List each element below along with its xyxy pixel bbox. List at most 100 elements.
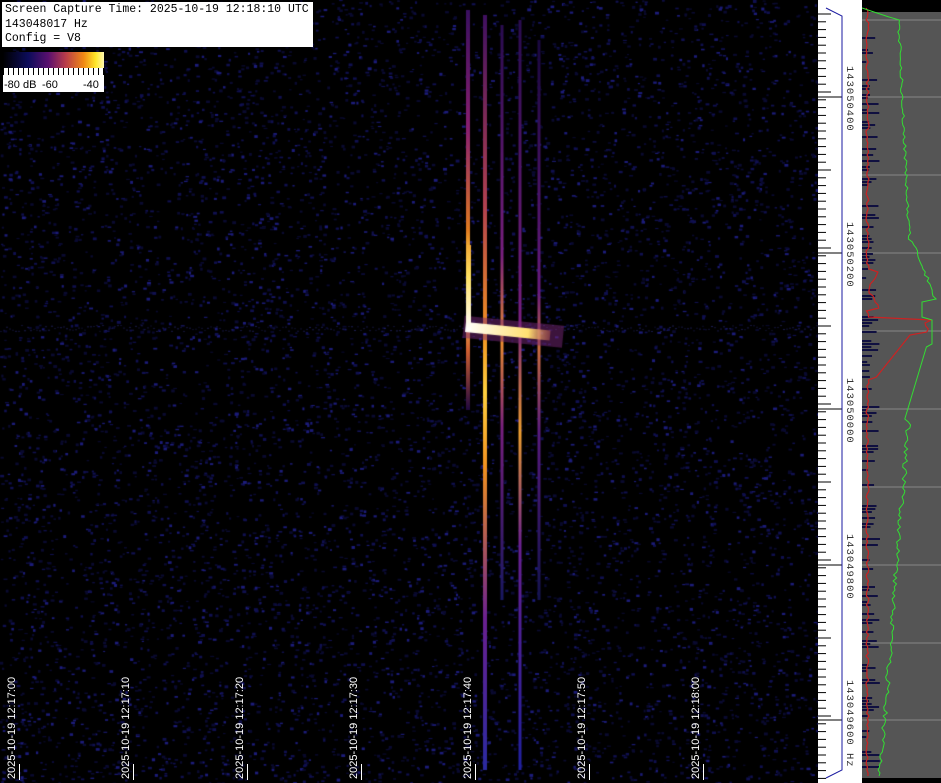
noise-bar [862,253,873,255]
noise-bar [862,343,880,345]
frequency-label: 143050400 [843,66,855,132]
noise-bar [862,751,872,753]
noise-bar [862,235,870,237]
noise-bar [862,460,875,462]
noise-bar [862,670,868,672]
noise-bar [862,706,880,708]
time-label: 2025-10-19 12:17:50 [576,676,588,779]
noise-bar [862,148,877,150]
capture-time: Screen Capture Time: 2025-10-19 12:18:10… [5,3,309,16]
noise-bar [862,376,870,378]
noise-bar [862,112,880,114]
noise-bar [862,700,870,702]
noise-bar [862,160,880,162]
noise-bar [862,184,869,186]
spectrum-background [862,0,941,783]
noise-bar [862,238,872,240]
noise-bar [862,406,880,408]
noise-bar [862,646,879,648]
noise-bar [862,430,879,432]
frequency-axis[interactable]: 143050400 143050200 143050000 143049800 … [818,0,862,783]
time-tick [247,764,248,780]
noise-bar [862,268,869,270]
noise-bar [862,538,880,540]
noise-bar [862,760,880,762]
noise-bar [862,412,877,414]
noise-bar [862,664,869,666]
noise-bar [862,97,868,99]
noise-bar [862,61,867,63]
colorbar-ticks [3,68,104,75]
frequency-label: 143050200 [843,222,855,288]
spectrum-top-bar [862,0,941,12]
time-tick [133,764,134,780]
noise-bar [862,79,878,81]
noise-bar [862,85,870,87]
noise-bar [862,601,868,603]
noise-bar [862,214,876,216]
capture-info-box: Screen Capture Time: 2025-10-19 12:18:10… [2,2,313,47]
noise-bar [862,523,874,525]
noise-bar [862,316,874,318]
noise-bar [862,262,874,264]
time-tick [589,764,590,780]
noise-bar [862,103,879,105]
noise-bar [862,409,867,411]
center-frequency: 143048017 Hz [5,17,88,31]
noise-bar [862,121,870,123]
noise-bar [862,682,880,684]
frequency-ticks [818,7,843,779]
time-tick [475,764,476,780]
peak-trace [865,7,932,777]
noise-bar [862,667,876,669]
noise-bar [862,247,872,249]
time-label: 2025-10-19 12:18:00 [690,676,702,779]
noise-bar [862,736,867,738]
noise-bar [862,469,869,471]
noise-bar [862,277,867,279]
noise-bar [862,754,880,756]
noise-bar [862,127,871,129]
noise-bar [862,361,868,363]
average-trace [862,7,938,777]
noise-bar [862,589,870,591]
noise-bar [862,388,872,390]
noise-bar [862,568,874,570]
noise-bar [862,94,871,96]
noise-bar [862,448,879,450]
noise-bar [862,631,874,633]
noise-bar [862,451,874,453]
noise-bar [862,619,880,621]
noise-bar [862,730,870,732]
noise-bar [862,346,872,348]
noise-bar [862,319,879,321]
waterfall-spectrogram [0,0,818,783]
time-label: 2025-10-19 12:17:40 [462,676,474,779]
noise-bar [862,169,870,171]
noise-bar [862,325,870,327]
noise-bar [862,559,870,561]
colorbar-gradient [3,52,104,68]
noise-bar [862,37,876,39]
noise-bar [862,259,876,261]
frequency-label: 143049800 [843,534,855,600]
noise-bar [862,697,873,699]
noise-bar [862,640,877,642]
noise-bar [862,508,876,510]
colorbar-legend: -80 dB -60 -40 [3,52,104,92]
time-label: 2025-10-19 12:17:20 [234,676,246,779]
noise-bar [862,766,880,768]
noise-bar [862,349,879,351]
noise-bar [862,364,870,366]
frequency-label: 143050000 [843,378,855,444]
config-label: Config = V8 [5,32,81,45]
noise-bar [862,544,878,546]
noise-bar [862,256,870,258]
time-label: 2025-10-19 12:17:00 [6,676,18,779]
noise-bar [862,415,872,417]
noise-bar [862,715,868,717]
noise-bar [862,109,868,111]
noise-bar [862,445,879,447]
noise-bar [862,49,869,51]
